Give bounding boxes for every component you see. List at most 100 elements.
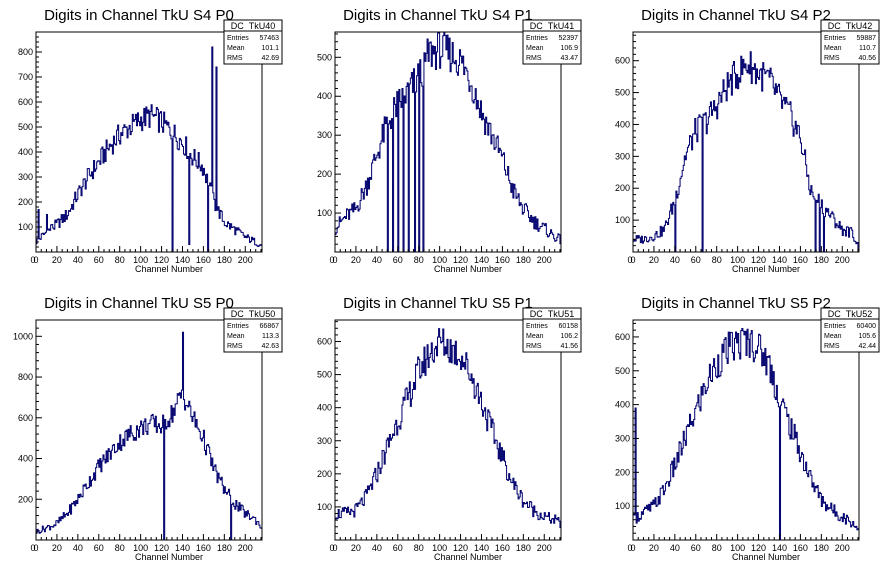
stats-name: DC_TkU40 (231, 21, 276, 31)
stats-rms-label: RMS (526, 343, 542, 350)
x-tick-label: 0 (33, 543, 38, 553)
x-tick-label: 200 (835, 255, 850, 265)
stats-entries-value: 59887 (857, 35, 877, 42)
x-tick-label: 160 (793, 543, 808, 553)
x-tick-label: 160 (495, 543, 510, 553)
y-tick-label: 400 (317, 91, 332, 101)
x-axis-label: Channel Number (732, 552, 800, 562)
stats-rms-label: RMS (824, 55, 840, 62)
y-tick-label: 100 (18, 222, 33, 232)
y-tick-label: 400 (615, 119, 630, 129)
stats-mean-value: 106.9 (560, 45, 578, 52)
stats-name: DC_TkU50 (231, 309, 276, 319)
x-tick-label: 40 (372, 255, 382, 265)
x-tick-label: 100 (730, 543, 745, 553)
stats-rms-label: RMS (227, 343, 243, 350)
x-tick-label: 80 (414, 255, 424, 265)
y-tick-label: 300 (18, 172, 33, 182)
x-tick-label: 20 (351, 543, 361, 553)
x-tick-label: 80 (712, 543, 722, 553)
y-tick-label: 600 (18, 97, 33, 107)
stats-name: DC_TkU51 (530, 309, 575, 319)
plot-frame (334, 31, 562, 253)
stats-box (820, 307, 880, 353)
histogram-panel-3: Digits in Channel TkU S5 P0 0 20 40 60 80 100 1… (13, 295, 283, 562)
x-tick-label: 80 (115, 543, 125, 553)
x-tick-label: 120 (751, 255, 766, 265)
stats-entries-label: Entries (227, 323, 249, 330)
x-tick-label: 100 (432, 255, 447, 265)
x-tick-label: 200 (238, 543, 253, 553)
y-tick-label: 300 (615, 433, 630, 443)
histogram-panel-4: Digits in Channel TkU S5 P1 0 20 40 60 80 100 1… (317, 295, 582, 562)
x-tick-label: 200 (238, 255, 253, 265)
stats-mean-value: 105.6 (858, 333, 876, 340)
y-tick-label: 100 (615, 501, 630, 511)
y-tick-label: 200 (615, 467, 630, 477)
x-tick-label: 0 (630, 255, 635, 265)
x-tick-label: 160 (495, 255, 510, 265)
y-tick-label: 200 (18, 197, 33, 207)
stats-entries-value: 66867 (260, 323, 280, 330)
stats-rms-value: 41.56 (560, 343, 578, 350)
y-tick-label: 500 (18, 122, 33, 132)
stats-mean-value: 113.3 (262, 333, 279, 340)
x-tick-label: 60 (94, 543, 104, 553)
stats-name: DC_TkU42 (828, 21, 873, 31)
x-tick-label: 0 (630, 543, 635, 553)
x-tick-label: 180 (516, 543, 531, 553)
stats-mean-label: Mean (824, 333, 842, 340)
stats-entries-value: 60158 (559, 323, 579, 330)
y-tick-label: 700 (18, 72, 33, 82)
y-tick-label: 600 (317, 337, 332, 347)
stats-box (522, 307, 582, 353)
y-tick-label: 1000 (13, 331, 33, 341)
y-tick-label: 500 (317, 52, 332, 62)
y-tick-label: 300 (615, 151, 630, 161)
x-tick-label: 80 (712, 255, 722, 265)
x-tick-label: 20 (52, 543, 62, 553)
x-tick-label: 140 (474, 255, 489, 265)
y-tick-label: 600 (18, 413, 33, 423)
x-tick-label: 140 (175, 543, 190, 553)
stats-entries-label: Entries (526, 35, 548, 42)
x-tick-label: 80 (115, 255, 125, 265)
x-tick-label: 20 (351, 255, 361, 265)
stats-box (522, 19, 582, 65)
x-tick-label: 180 (814, 543, 829, 553)
origin-label: 0 (627, 255, 632, 265)
stats-box (820, 19, 880, 65)
x-tick-label: 120 (154, 543, 169, 553)
x-tick-label: 160 (793, 255, 808, 265)
stats-mean-label: Mean (526, 45, 544, 52)
stats-mean-value: 110.7 (859, 45, 876, 52)
x-tick-label: 40 (670, 543, 680, 553)
x-tick-label: 40 (670, 255, 680, 265)
x-tick-label: 120 (154, 255, 169, 265)
x-tick-label: 180 (217, 255, 232, 265)
x-axis-label: Channel Number (732, 264, 800, 274)
panel-title: Digits in Channel TkU S4 P0 (44, 7, 234, 24)
stats-entries-value: 57463 (260, 35, 280, 42)
histogram-line (633, 327, 859, 541)
y-tick-label: 100 (615, 215, 630, 225)
y-tick-label: 300 (317, 130, 332, 140)
stats-mean-label: Mean (824, 45, 842, 52)
stats-rms-value: 40.56 (858, 55, 876, 62)
x-tick-label: 140 (772, 543, 787, 553)
x-tick-label: 20 (52, 255, 62, 265)
x-tick-label: 0 (33, 255, 38, 265)
x-tick-label: 0 (332, 543, 337, 553)
histogram-line (633, 51, 859, 253)
histogram-line (36, 331, 262, 541)
y-tick-label: 500 (615, 366, 630, 376)
x-tick-label: 180 (516, 255, 531, 265)
histogram-panel-1: Digits in Channel TkU S4 P1 0 20 40 60 80 100 1… (317, 7, 582, 274)
stats-box (223, 19, 283, 65)
x-tick-label: 120 (751, 543, 766, 553)
x-tick-label: 200 (835, 543, 850, 553)
histogram-panel-0: Digits in Channel TkU S4 P0 0 20 40 60 80 100 1… (18, 7, 283, 274)
stats-entries-value: 60400 (857, 323, 877, 330)
plot-frame (35, 319, 263, 541)
stats-entries-label: Entries (824, 323, 846, 330)
